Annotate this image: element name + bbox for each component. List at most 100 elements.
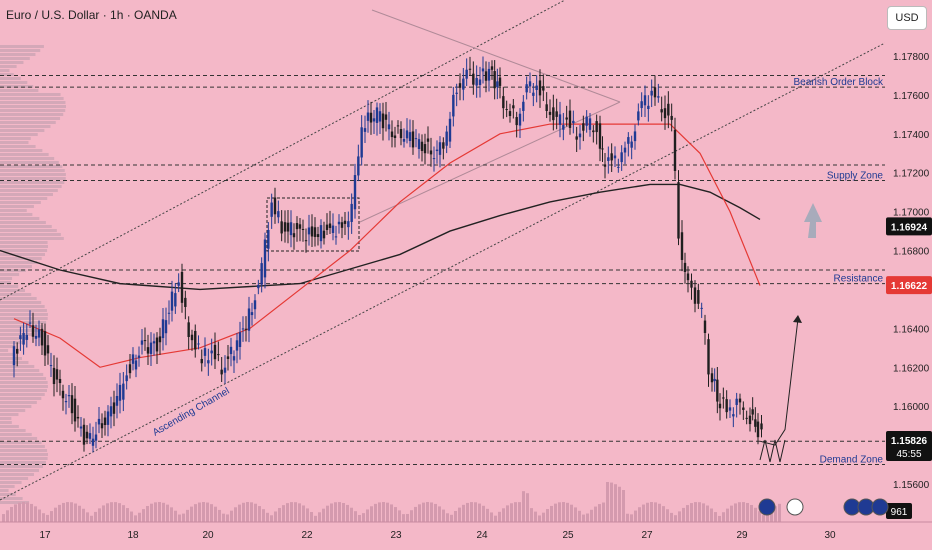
volume-profile-bar — [0, 481, 22, 484]
x-tick-label: 29 — [736, 530, 748, 541]
current-price-tag-bg — [886, 431, 932, 462]
volume-profile-bar — [0, 409, 26, 412]
candle-body — [207, 360, 210, 364]
candle-body — [754, 419, 757, 427]
candle-body — [700, 307, 703, 309]
candle-body — [592, 130, 595, 133]
volume-profile-bar — [0, 169, 65, 172]
volume-bar — [634, 510, 637, 522]
candle-body — [43, 331, 47, 356]
volume-bar — [198, 502, 201, 522]
volume-bar — [570, 504, 573, 522]
volume-bar — [34, 506, 37, 522]
volume-bar — [690, 503, 693, 522]
volume-bar — [446, 513, 449, 522]
candle-body — [657, 96, 660, 98]
candle-body — [623, 147, 627, 153]
volume-bar — [234, 507, 237, 522]
candle-body — [28, 322, 32, 324]
volume-bar — [86, 512, 89, 522]
volume-bar — [186, 509, 189, 522]
volume-bar — [574, 507, 577, 522]
candle-body — [670, 115, 673, 120]
candle-body — [718, 403, 722, 409]
candle-body — [378, 111, 382, 122]
volume-bar — [774, 506, 777, 522]
volume-bar — [626, 513, 629, 522]
volume-bar — [258, 506, 261, 522]
volume-profile-bar — [0, 357, 22, 360]
projection-zigzag — [759, 439, 786, 463]
candle-body — [100, 423, 104, 429]
volume-profile-bar — [0, 273, 20, 276]
volume-profile-bar — [0, 341, 23, 344]
candle-body — [448, 118, 452, 142]
volume-bar — [374, 503, 377, 522]
volume-bar — [494, 515, 497, 522]
candle-body — [46, 345, 50, 354]
current-price-tag: 1.15826 — [891, 436, 928, 447]
candle-body — [109, 406, 113, 417]
candle-body — [565, 117, 568, 120]
candle-body — [751, 409, 754, 415]
volume-bar — [670, 512, 673, 522]
volume-profile-bar — [0, 297, 37, 300]
candle-body — [417, 139, 421, 149]
candle-body — [334, 236, 338, 238]
candle-body — [760, 423, 763, 430]
volume-bar — [246, 502, 249, 522]
volume-bar — [622, 490, 625, 522]
candle-body — [423, 144, 427, 154]
candle-body — [187, 322, 190, 337]
y-tick-label: 1.17600 — [893, 91, 930, 102]
candle-body — [390, 131, 394, 138]
candle-body — [184, 297, 187, 307]
candle-body — [493, 71, 496, 89]
candle-body — [253, 300, 257, 310]
volume-bar — [346, 504, 349, 522]
candle-body — [595, 121, 598, 133]
candle-body — [213, 344, 217, 360]
candle-body — [55, 369, 59, 380]
candle-body — [73, 398, 77, 422]
volume-bar — [586, 513, 589, 522]
volume-bar — [438, 506, 441, 522]
volume-bar — [526, 493, 529, 522]
volume-bar — [74, 503, 77, 522]
volume-bar — [254, 503, 257, 522]
candle-body — [229, 346, 233, 355]
candle-body — [25, 334, 28, 340]
candle-body — [562, 125, 565, 130]
volume-profile-bar — [0, 61, 24, 64]
candle-body — [210, 350, 213, 354]
volume-profile-bar — [0, 301, 42, 304]
bullish-arrow — [804, 203, 822, 238]
candle-body — [748, 415, 752, 425]
candle-body — [70, 395, 74, 414]
candle-body — [545, 104, 548, 112]
candle-body — [663, 108, 667, 119]
candle-body — [538, 80, 542, 96]
candle-body — [408, 132, 412, 141]
candle-body — [180, 271, 184, 303]
volume-profile-bar — [0, 433, 32, 436]
y-tick-label: 1.16400 — [893, 324, 930, 335]
wedge-lower-line — [359, 101, 621, 223]
volume-bar — [170, 507, 173, 522]
volume-bar — [558, 502, 561, 522]
candle-body — [393, 135, 397, 138]
candle-body — [472, 73, 475, 85]
consolidation-box — [266, 197, 360, 252]
volume-bar — [6, 510, 9, 522]
candle-body — [137, 355, 141, 358]
candle-body — [238, 332, 242, 348]
volume-profile-bar — [0, 285, 19, 288]
candle-body — [223, 367, 227, 373]
projection-path — [759, 318, 799, 446]
volume-bar — [22, 502, 25, 522]
currency-button[interactable]: USD — [887, 6, 927, 30]
candle-body — [650, 90, 653, 96]
candle-body — [353, 175, 357, 210]
candle-body — [174, 293, 177, 307]
